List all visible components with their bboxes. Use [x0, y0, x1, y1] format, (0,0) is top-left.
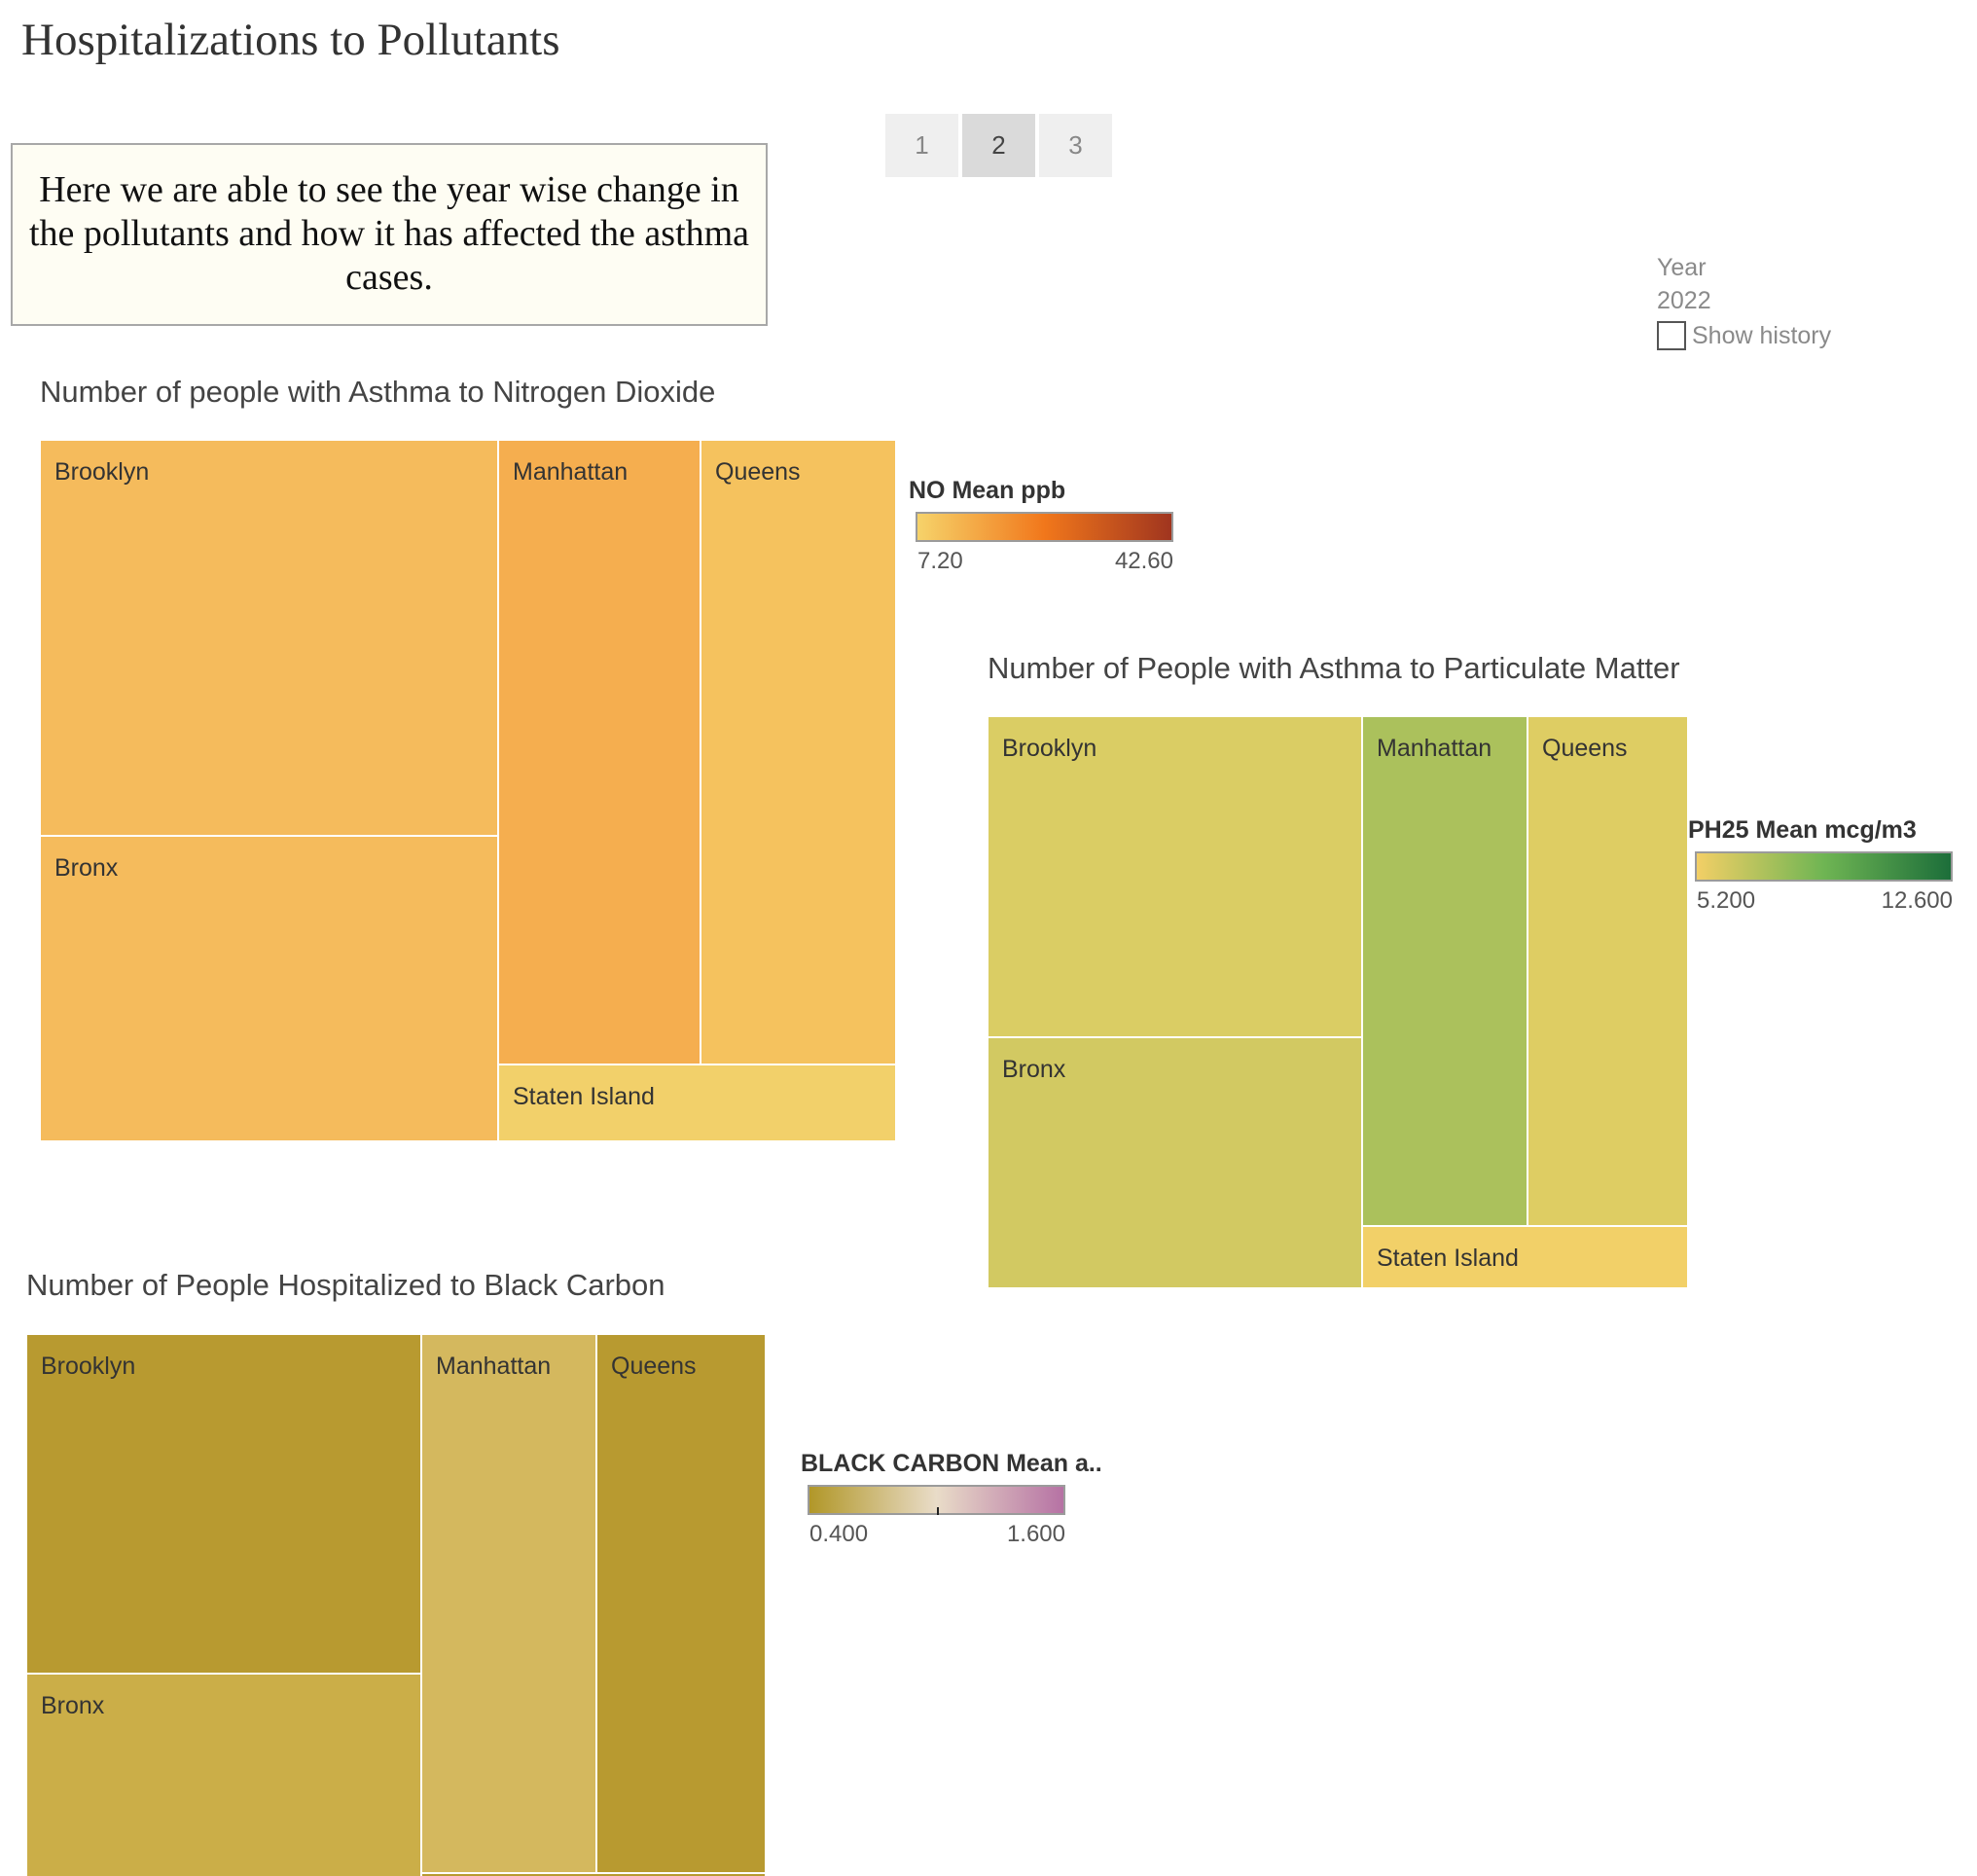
year-filter-label: Year [1657, 254, 1707, 281]
pm-cell-queens-label: Queens [1542, 735, 1628, 762]
bc-cell-staten-island[interactable] [421, 1873, 766, 1876]
no2-cell-manhattan[interactable]: Manhattan [498, 440, 701, 1064]
no2-cell-queens-label: Queens [715, 458, 801, 486]
show-history-row[interactable]: Show history [1657, 319, 1831, 352]
pm-cell-manhattan-label: Manhattan [1377, 735, 1492, 762]
bc-legend-max: 1.600 [1006, 1521, 1065, 1547]
no2-cell-brooklyn-label: Brooklyn [54, 458, 150, 486]
pm-legend-min: 5.200 [1697, 887, 1756, 914]
year-filter-value[interactable]: 2022 [1657, 287, 1711, 314]
pm-legend-bar [1695, 851, 1953, 882]
no2-legend-range: 7.20 42.60 [917, 548, 1173, 575]
bc-chart-title: Number of People Hospitalized to Black C… [26, 1268, 665, 1302]
page-button-1[interactable]: 1 [885, 114, 958, 177]
bc-legend-bar [808, 1485, 1065, 1515]
no2-legend: NO Mean ppb 7.20 42.60 [909, 477, 1173, 575]
no2-legend-bar [916, 512, 1173, 542]
no2-legend-min: 7.20 [917, 548, 963, 574]
caption-box: Here we are able to see the year wise ch… [11, 143, 768, 326]
pm-chart-title: Number of People with Asthma to Particul… [988, 651, 1680, 685]
bc-cell-queens-label: Queens [611, 1353, 697, 1380]
pm-legend: PH25 Mean mcg/m3 5.200 12.600 [1688, 816, 1953, 915]
pm-cell-brooklyn-label: Brooklyn [1002, 735, 1097, 762]
no2-cell-queens[interactable]: Queens [701, 440, 896, 1064]
bc-cell-queens[interactable]: Queens [596, 1334, 766, 1873]
no2-legend-max: 42.60 [1114, 548, 1173, 574]
bc-cell-brooklyn[interactable]: Brooklyn [26, 1334, 421, 1674]
pm-legend-range: 5.200 12.600 [1697, 887, 1953, 915]
no2-cell-manhattan-label: Manhattan [513, 458, 629, 486]
year-filter: Year 2022 Show history [1657, 251, 1831, 352]
pm-cell-bronx[interactable]: Bronx [988, 1037, 1362, 1288]
show-history-checkbox[interactable] [1657, 321, 1686, 350]
bc-cell-manhattan[interactable]: Manhattan [421, 1334, 596, 1873]
bc-cell-brooklyn-label: Brooklyn [41, 1353, 136, 1380]
pm-legend-title: PH25 Mean mcg/m3 [1688, 816, 1917, 844]
bc-legend-range: 0.400 1.600 [809, 1521, 1065, 1548]
pm-cell-bronx-label: Bronx [1002, 1056, 1066, 1083]
no2-cell-bronx[interactable]: Bronx [40, 836, 498, 1141]
bc-cell-bronx-label: Bronx [41, 1692, 105, 1719]
show-history-label[interactable]: Show history [1692, 322, 1832, 349]
pm-cell-brooklyn[interactable]: Brooklyn [988, 716, 1362, 1037]
no2-cell-bronx-label: Bronx [54, 854, 119, 882]
page-button-2[interactable]: 2 [962, 114, 1035, 177]
bc-legend-title: BLACK CARBON Mean a.. [801, 1450, 1102, 1477]
pm-legend-max: 12.600 [1881, 887, 1953, 914]
page-button-3[interactable]: 3 [1039, 114, 1112, 177]
no2-cell-staten-island-label: Staten Island [513, 1083, 655, 1110]
pm-treemap: Brooklyn Bronx Manhattan Queens Staten I… [988, 716, 1688, 1288]
bc-legend: BLACK CARBON Mean a.. 0.400 1.600 [801, 1450, 1102, 1548]
pm-cell-staten-island-label: Staten Island [1377, 1245, 1519, 1272]
pm-cell-queens[interactable]: Queens [1528, 716, 1688, 1226]
bc-legend-min: 0.400 [809, 1521, 869, 1547]
bc-cell-bronx[interactable]: Bronx [26, 1674, 421, 1876]
bc-treemap: Brooklyn Bronx Manhattan Queens [26, 1334, 766, 1876]
no2-cell-staten-island[interactable]: Staten Island [498, 1064, 896, 1141]
caption-text: Here we are able to see the year wise ch… [28, 169, 750, 298]
bc-legend-marker [937, 1507, 939, 1515]
pm-cell-manhattan[interactable]: Manhattan [1362, 716, 1528, 1226]
pm-cell-staten-island[interactable]: Staten Island [1362, 1226, 1688, 1288]
no2-treemap: Brooklyn Bronx Manhattan Queens Staten I… [40, 440, 896, 1141]
no2-chart-title: Number of people with Asthma to Nitrogen… [40, 375, 716, 409]
dashboard-title: Hospitalizations to Pollutants [21, 15, 560, 65]
bc-cell-manhattan-label: Manhattan [436, 1353, 552, 1380]
no2-legend-title: NO Mean ppb [909, 477, 1066, 504]
page-navigator: 1 2 3 [885, 114, 1112, 177]
no2-cell-brooklyn[interactable]: Brooklyn [40, 440, 498, 836]
